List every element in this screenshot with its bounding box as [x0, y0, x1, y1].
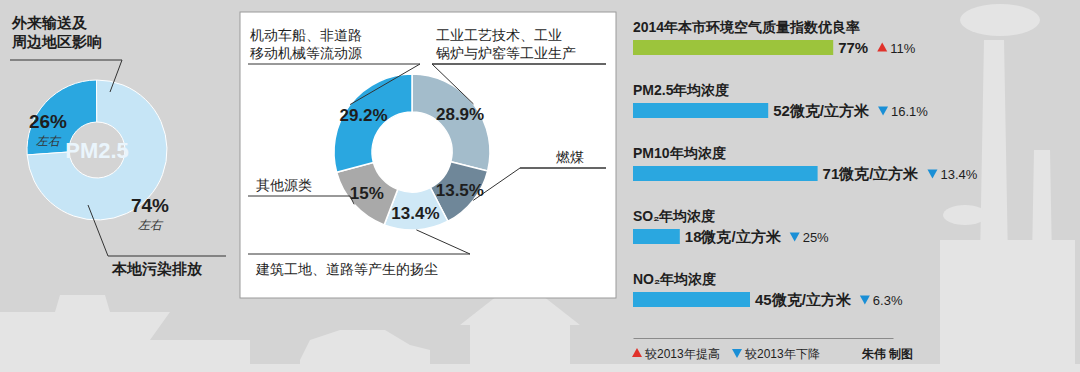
- leader-line: [248, 196, 354, 204]
- label-line: 工业工艺技术、工业: [436, 27, 562, 43]
- category-label: PM10年均浓度: [633, 145, 726, 161]
- bars: [633, 40, 833, 307]
- bar: [633, 229, 680, 244]
- value-label: 26%: [29, 111, 67, 132]
- value-label: 77%: [838, 39, 868, 56]
- x-axis: [634, 338, 894, 339]
- change-label: 11%: [890, 41, 915, 56]
- change-marker: [877, 43, 887, 52]
- leader-line: [248, 64, 420, 105]
- category-label: SO₂年均浓度: [633, 208, 715, 224]
- value-label: 71微克/立方米: [823, 165, 920, 182]
- legend-label: 较2013年提高: [645, 347, 720, 361]
- infographic: PM2.5 外来输送及周边地区影响本地污染排放 26% 左右 74% 左右 工业工艺技术、工…: [0, 0, 1080, 372]
- bar: [633, 103, 768, 118]
- label-line: 机动车船、非道路: [250, 27, 362, 43]
- value-note: 左右: [36, 134, 62, 148]
- label-line: 外来输送及: [11, 14, 88, 31]
- change-label: 25%: [803, 230, 829, 245]
- factory: [940, 240, 1075, 372]
- ship: [0, 295, 170, 340]
- legend-marker: [632, 348, 642, 357]
- bar: [633, 40, 833, 55]
- value-label: 13.5%: [436, 181, 484, 200]
- category-label: 本地污染排放: [111, 260, 203, 277]
- decoration: [0, 4, 1080, 372]
- legend-label: 较2013年下降: [745, 347, 820, 361]
- panel: [240, 12, 616, 298]
- category-label: 2014年本市环境空气质量指数优良率: [633, 19, 860, 35]
- change-marker: [860, 296, 870, 305]
- change-label: 13.4%: [940, 167, 977, 182]
- slice: [334, 74, 412, 172]
- value-label: 15%: [350, 184, 384, 203]
- leader-line: [432, 64, 606, 104]
- change-marker: [927, 170, 937, 179]
- value-label: 29.2%: [339, 106, 387, 125]
- leader-line: [248, 230, 470, 254]
- category-label: 外来输送及周边地区影响: [11, 14, 102, 50]
- change-marker: [790, 233, 800, 242]
- change-label: 16.1%: [891, 104, 928, 119]
- category-label: 建筑工地、道路等产生的扬尘: [255, 261, 438, 277]
- slice: [412, 74, 490, 171]
- leader-line: [10, 60, 122, 92]
- legend-marker: [732, 349, 742, 358]
- label-line: 本地污染排放: [111, 260, 203, 277]
- value-label: 13.4%: [391, 204, 439, 223]
- car: [300, 330, 430, 365]
- credit: 朱伟 制图: [861, 347, 913, 361]
- background: [0, 0, 1080, 372]
- category-label: PM2.5年均浓度: [633, 82, 729, 98]
- label-line: 锅炉与炉窑等工业生产: [435, 45, 576, 61]
- leader-line: [473, 168, 606, 200]
- category-label: 其他源类: [256, 177, 312, 193]
- label-line: 周边地区影响: [11, 33, 102, 50]
- label-line: 其他源类: [256, 177, 312, 193]
- value-label: 18微克/立方米: [685, 228, 782, 245]
- slice: [337, 162, 398, 224]
- category-label: 工业工艺技术、工业锅炉与炉窑等工业生产: [435, 27, 576, 61]
- bar: [633, 292, 750, 307]
- value-note: 左右: [138, 218, 164, 232]
- smoke: [943, 205, 987, 225]
- axis-line: [634, 338, 894, 339]
- value-label: 45微克/立方米: [755, 291, 852, 308]
- label-line: 移动机械等流动源: [250, 45, 362, 61]
- center-label: PM2.5: [65, 138, 129, 163]
- label-line: 燃煤: [556, 149, 584, 165]
- chart-root: PM2.5 外来输送及周边地区影响本地污染排放 26% 左右 74% 左右 工业工艺技术、工…: [0, 0, 1080, 372]
- value-label: 28.9%: [436, 105, 484, 124]
- label-line: 建筑工地、道路等产生的扬尘: [255, 261, 438, 277]
- bar: [633, 166, 818, 181]
- category-label: 机动车船、非道路移动机械等流动源: [250, 27, 362, 61]
- road: [0, 364, 1080, 372]
- category-label: 燃煤: [556, 149, 584, 165]
- value-label: 52微克/立方米: [773, 102, 870, 119]
- value-label: 74%: [131, 195, 169, 216]
- category-label: NO₂年均浓度: [633, 271, 716, 287]
- change-marker: [878, 107, 888, 116]
- smoke: [960, 4, 1040, 36]
- change-label: 6.3%: [873, 293, 903, 308]
